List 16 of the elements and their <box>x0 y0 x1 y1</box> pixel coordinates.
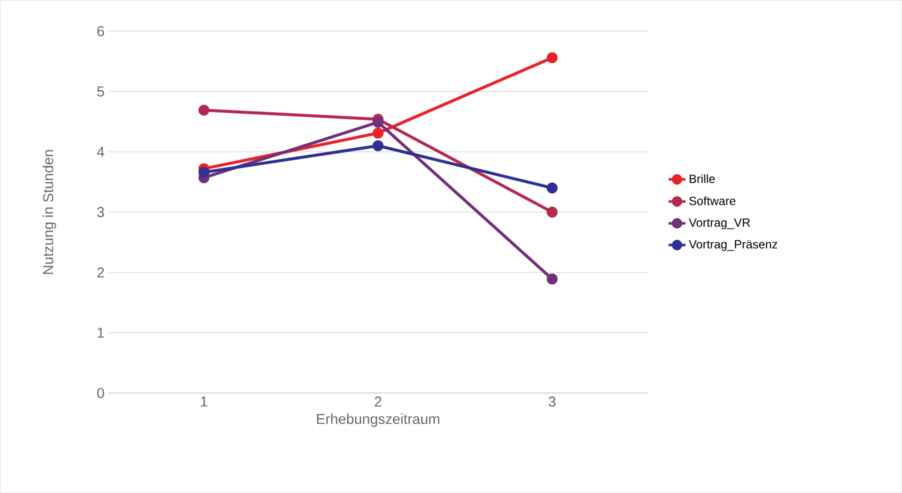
legend-label: Vortrag_VR <box>688 218 750 230</box>
x-tick-label: 3 <box>548 396 556 407</box>
y-tick-label: 4 <box>96 146 104 157</box>
y-tick-label: 3 <box>97 206 104 218</box>
legend-label: Software <box>689 196 736 206</box>
y-tick-label: 1 <box>98 328 104 338</box>
y-axis-title: Nutzung in Stunden <box>42 150 56 274</box>
x-axis-title: Erhebungszeitraum <box>317 413 440 427</box>
y-tick-label: 2 <box>97 267 104 278</box>
x-tick-label: 2 <box>374 396 382 406</box>
y-tick-label: 0 <box>97 388 104 398</box>
legend-label: Brille <box>690 174 715 183</box>
y-tick-label: 6 <box>97 26 104 36</box>
legend-label: Vortrag_Präsenz <box>688 240 778 251</box>
y-tick-label: 5 <box>97 86 104 96</box>
x-tick-label: 1 <box>201 396 208 406</box>
